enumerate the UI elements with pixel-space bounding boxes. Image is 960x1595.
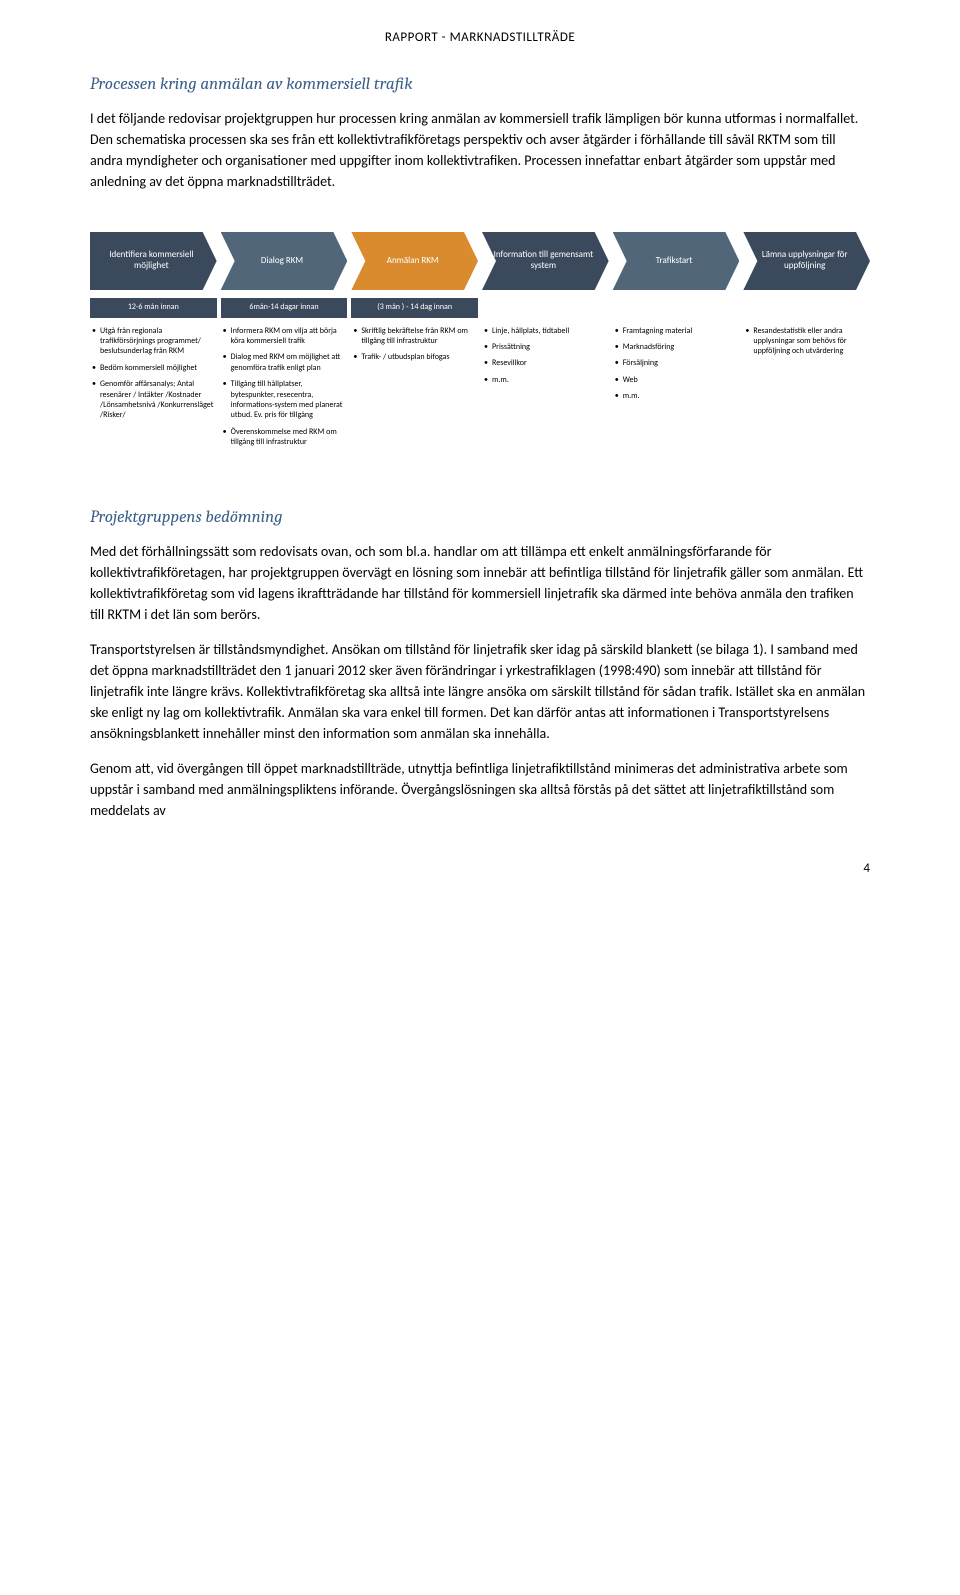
page-number: 4	[90, 861, 870, 876]
flow-step-1: Dialog RKM	[221, 232, 348, 290]
flow-bullets-3: Linje, hållplats, tidtabell Prissättning R…	[482, 322, 609, 458]
bullet-item: Informera RKM om vilja att börja köra ko…	[223, 326, 346, 347]
bullet-item: m.m.	[615, 391, 738, 401]
flow-step-5: Lämna upplysningar för uppföljning	[743, 232, 870, 290]
flow-subhead-4	[613, 298, 740, 318]
section2-paragraph-2: Transportstyrelsen är tillståndsmyndighe…	[90, 639, 870, 744]
section1-heading: Processen kring anmälan av kommersiell t…	[90, 75, 870, 94]
bullet-item: Försäljning	[615, 358, 738, 368]
section2-paragraph-1: Med det förhållningssätt som redovisats …	[90, 541, 870, 625]
flow-bullets-5: Resandestatistik eller andra upplysninga…	[743, 322, 870, 458]
section1-paragraph: I det följande redovisar projektgruppen …	[90, 108, 870, 192]
bullet-item: Resevillkor	[484, 358, 607, 368]
bullet-item: Trafik- / utbudsplan bifogas	[353, 352, 476, 362]
flow-step-4: Trafikstart	[613, 232, 740, 290]
document-header: RAPPORT - MARKNADSTILLTRÄDE	[90, 30, 870, 45]
bullet-item: Prissättning	[484, 342, 607, 352]
bullet-item: Framtagning material	[615, 326, 738, 336]
flow-step-3: Information till gemensamt system	[482, 232, 609, 290]
flow-step-label: Identifiera kommersiell möjlighet	[100, 250, 203, 272]
flow-subhead-2: (3 mån ) - 14 dag innan	[351, 298, 478, 318]
bullet-item: Tillgång till hållplatser, bytespunkter,…	[223, 379, 346, 421]
flow-step-label: Anmälan RKM	[387, 256, 439, 267]
flow-subhead-5	[743, 298, 870, 318]
flow-subhead-3	[482, 298, 609, 318]
bullet-item: Web	[615, 375, 738, 385]
flow-step-0: Identifiera kommersiell möjlighet	[90, 232, 217, 290]
bullet-item: Marknadsföring	[615, 342, 738, 352]
flow-subhead-1: 6mån-14 dagar innan	[221, 298, 348, 318]
bullet-item: Bedöm kommersiell möjlighet	[92, 363, 215, 373]
flow-step-label: Lämna upplysningar för uppföljning	[753, 250, 856, 272]
flow-step-label: Trafikstart	[656, 256, 693, 267]
bullet-item: Resandestatistik eller andra upplysninga…	[745, 326, 868, 357]
bullet-item: m.m.	[484, 375, 607, 385]
flow-bullets-4: Framtagning material Marknadsföring Försäl…	[613, 322, 740, 458]
flow-step-label: Dialog RKM	[261, 256, 303, 267]
bullet-item: Linje, hållplats, tidtabell	[484, 326, 607, 336]
bullet-item: Utgå från regionala trafikförsörjnings p…	[92, 326, 215, 357]
flow-bullets-1: Informera RKM om vilja att börja köra ko…	[221, 322, 348, 458]
section2-heading: Projektgruppens bedömning	[90, 508, 870, 527]
bullet-item: Genomför affärsanalys; Antal resenärer /…	[92, 379, 215, 421]
flow-subhead-0: 12-6 mån innan	[90, 298, 217, 318]
process-flowchart: Identifiera kommersiell möjlighet Dialog …	[90, 232, 870, 458]
flow-bullets-2: Skriftlig bekräftelse från RKM om tillgå…	[351, 322, 478, 458]
flow-step-label: Information till gemensamt system	[492, 250, 595, 272]
flow-step-2: Anmälan RKM	[351, 232, 478, 290]
bullet-item: Överenskommelse med RKM om tillgång till…	[223, 427, 346, 448]
bullet-item: Skriftlig bekräftelse från RKM om tillgå…	[353, 326, 476, 347]
flow-bullets-0: Utgå från regionala trafikförsörjnings p…	[90, 322, 217, 458]
section2-paragraph-3: Genom att, vid övergången till öppet mar…	[90, 758, 870, 821]
bullet-item: Dialog med RKM om möjlighet att genomför…	[223, 352, 346, 373]
